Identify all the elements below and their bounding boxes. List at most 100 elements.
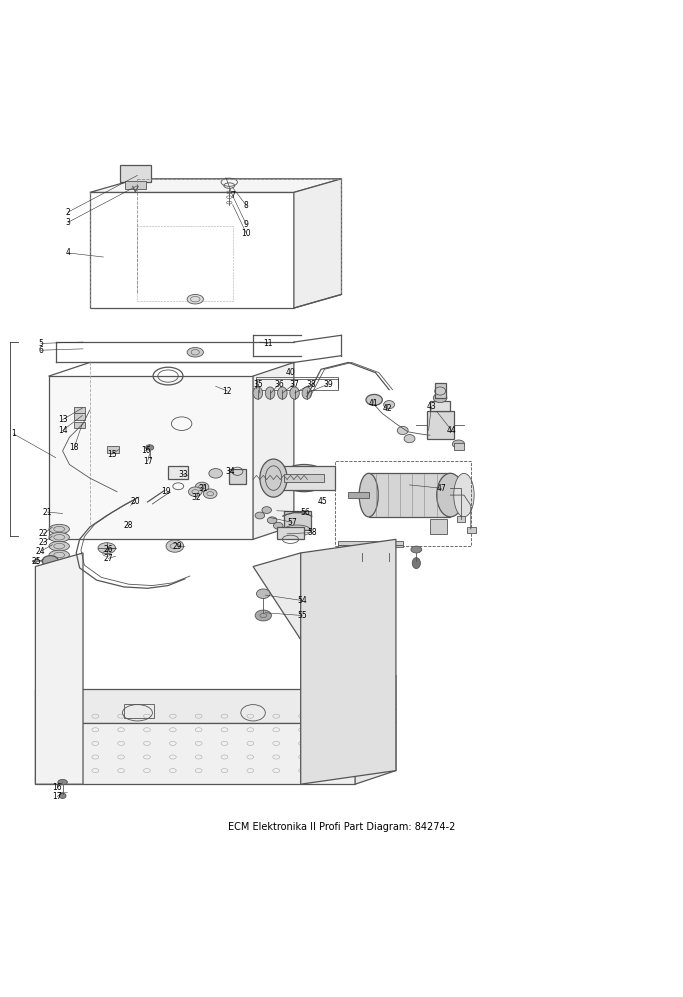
Text: 47: 47	[436, 484, 447, 493]
Text: 31: 31	[199, 484, 208, 493]
Text: 39: 39	[323, 380, 333, 389]
Ellipse shape	[187, 294, 204, 304]
Text: 27: 27	[103, 554, 113, 563]
Text: 36: 36	[274, 380, 284, 389]
Ellipse shape	[59, 793, 66, 799]
Text: 8: 8	[244, 200, 249, 209]
Polygon shape	[253, 363, 294, 539]
Bar	[74, 407, 85, 413]
Text: 43: 43	[426, 402, 436, 411]
Text: 34: 34	[226, 467, 236, 476]
Ellipse shape	[145, 445, 154, 451]
Text: 5: 5	[38, 339, 43, 348]
Text: 20: 20	[130, 498, 140, 506]
Ellipse shape	[42, 555, 59, 566]
Polygon shape	[253, 553, 396, 723]
Bar	[273, 466, 335, 491]
Ellipse shape	[398, 427, 408, 435]
Text: 57: 57	[287, 517, 296, 526]
Ellipse shape	[260, 459, 287, 498]
Ellipse shape	[98, 542, 115, 553]
Text: 9: 9	[244, 220, 249, 229]
Text: ECM Elektronika II Profi Part Diagram: 84274-2: ECM Elektronika II Profi Part Diagram: 8…	[228, 822, 455, 831]
Bar	[430, 401, 450, 412]
Ellipse shape	[273, 522, 283, 529]
Polygon shape	[338, 540, 403, 544]
Text: 18: 18	[70, 443, 79, 452]
Bar	[426, 412, 454, 439]
Bar	[107, 446, 119, 453]
Text: 41: 41	[369, 399, 378, 408]
Text: 23: 23	[39, 538, 48, 547]
Text: 17: 17	[143, 457, 152, 466]
Ellipse shape	[257, 589, 270, 598]
Polygon shape	[49, 376, 253, 539]
Ellipse shape	[267, 516, 277, 523]
Bar	[348, 493, 369, 498]
Ellipse shape	[280, 465, 328, 492]
Text: 26: 26	[103, 545, 113, 554]
Ellipse shape	[49, 541, 70, 551]
Polygon shape	[36, 689, 355, 723]
Ellipse shape	[452, 440, 464, 449]
Ellipse shape	[189, 487, 202, 497]
Ellipse shape	[262, 506, 271, 513]
Text: 45: 45	[318, 498, 327, 506]
Ellipse shape	[204, 489, 217, 498]
Bar	[467, 527, 475, 532]
Polygon shape	[301, 539, 396, 785]
Text: 15: 15	[107, 450, 116, 459]
Polygon shape	[355, 710, 396, 785]
Text: 42: 42	[382, 404, 392, 413]
Text: 12: 12	[223, 387, 232, 396]
Text: 4: 4	[66, 248, 70, 257]
Ellipse shape	[357, 546, 367, 553]
Ellipse shape	[209, 469, 223, 479]
Text: 28: 28	[124, 521, 133, 530]
Ellipse shape	[413, 557, 421, 568]
Text: 37: 37	[289, 380, 298, 389]
Bar	[137, 226, 233, 301]
Bar	[430, 518, 447, 533]
Ellipse shape	[290, 387, 299, 399]
Bar	[125, 180, 145, 189]
Ellipse shape	[265, 387, 275, 399]
Ellipse shape	[384, 546, 395, 553]
Ellipse shape	[366, 395, 382, 406]
Text: 33: 33	[178, 471, 188, 480]
Text: 13: 13	[58, 415, 68, 424]
Text: 58: 58	[307, 528, 317, 537]
Text: 32: 32	[192, 493, 201, 501]
Text: 21: 21	[43, 507, 53, 516]
Text: 16: 16	[53, 783, 62, 792]
Ellipse shape	[302, 387, 311, 399]
Bar	[74, 414, 85, 420]
Text: 54: 54	[297, 596, 307, 605]
Ellipse shape	[253, 387, 262, 399]
Text: 29: 29	[172, 541, 182, 550]
Text: 35: 35	[253, 380, 264, 389]
Text: 40: 40	[285, 368, 295, 377]
Ellipse shape	[255, 610, 271, 621]
Text: 2: 2	[66, 207, 70, 216]
Text: 3: 3	[66, 217, 70, 227]
Ellipse shape	[49, 524, 70, 533]
Bar	[229, 469, 247, 484]
Text: 22: 22	[39, 529, 48, 538]
Polygon shape	[294, 178, 342, 308]
Text: 10: 10	[242, 228, 251, 237]
Ellipse shape	[187, 348, 204, 357]
Ellipse shape	[385, 557, 393, 568]
Bar	[257, 378, 338, 390]
Ellipse shape	[166, 540, 184, 552]
Bar	[124, 704, 154, 718]
Text: 16: 16	[141, 447, 150, 456]
Text: 44: 44	[447, 426, 456, 435]
Ellipse shape	[255, 512, 264, 518]
Bar	[120, 166, 151, 182]
Text: 11: 11	[263, 339, 273, 348]
Text: 14: 14	[58, 426, 68, 435]
Ellipse shape	[433, 393, 447, 403]
Bar	[283, 511, 311, 530]
Ellipse shape	[358, 557, 366, 568]
